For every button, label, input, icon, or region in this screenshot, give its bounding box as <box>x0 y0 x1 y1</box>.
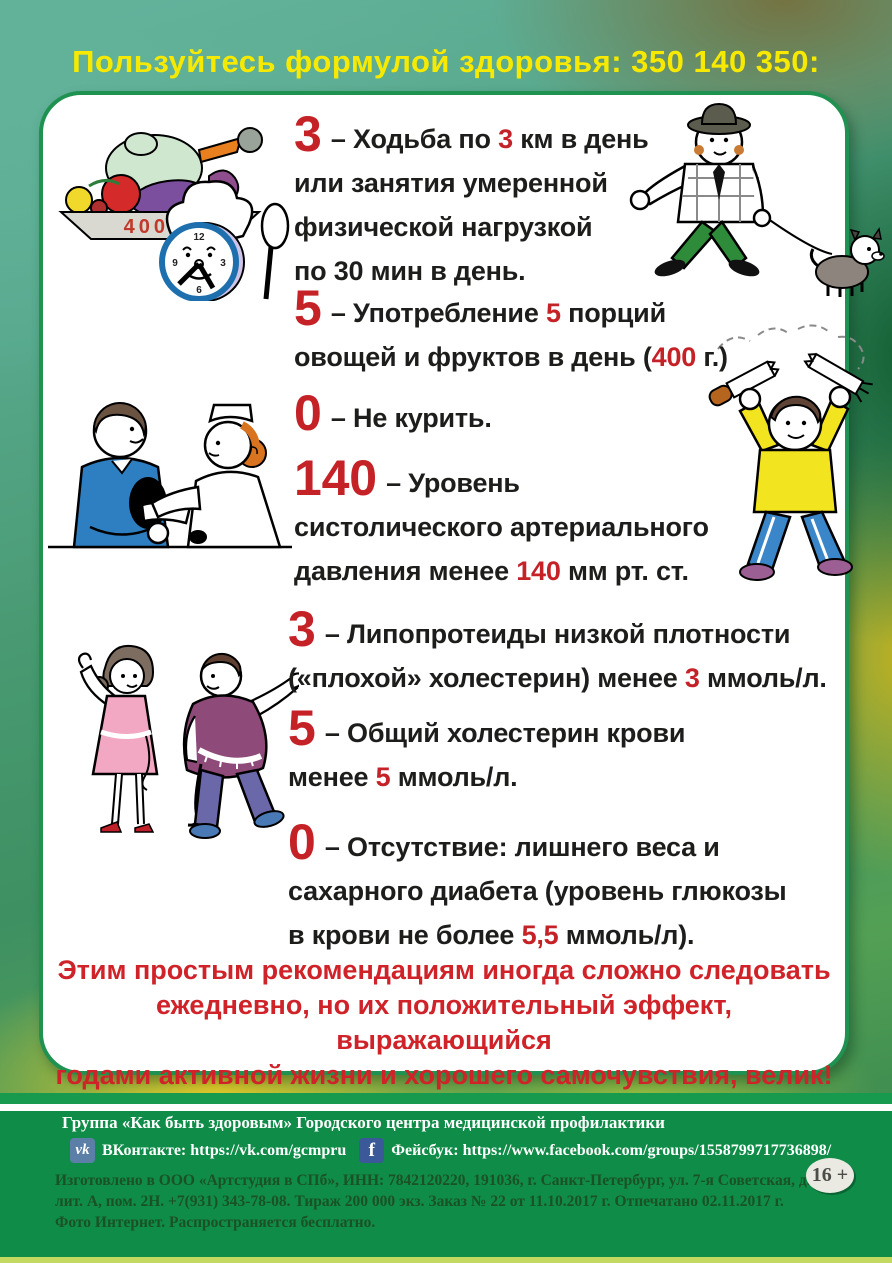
broken-cigarette-icon <box>708 352 873 407</box>
conclusion-line: годами активной жизни и хорошего самочув… <box>55 1060 833 1090</box>
footer-social-row: vk ВКонтакте: https://vk.com/gcmpru f Фе… <box>70 1138 831 1163</box>
footer-bottom-strip <box>0 1257 892 1263</box>
imprint-line: Фото Интернет. Распространяется бесплатн… <box>55 1214 376 1231</box>
boy-icon <box>738 385 853 581</box>
footer-top-stripe <box>0 1093 892 1104</box>
imprint-line: лит. А, пом. 2Н. +7(931) 343-78-08. Тира… <box>55 1193 784 1210</box>
blood-pressure-check-illustration <box>46 387 294 572</box>
walking-man-icon <box>629 102 772 277</box>
smoke-icon <box>717 324 865 370</box>
waist-measurement-illustration <box>49 632 299 842</box>
formula-item-fruits-vegetables: 5 – Употребление 5 порций овощей и фрукто… <box>294 280 728 372</box>
footer-group-name: Группа «Как быть здоровым» Городского це… <box>62 1113 665 1132</box>
formula-item-total-cholesterol: 5 – Общий холестерин крови менее 5 ммоль/… <box>288 700 686 792</box>
facebook-link-text: Фейсбук: https://www.facebook.com/groups… <box>391 1141 832 1159</box>
svg-text:3: 3 <box>220 258 226 269</box>
formula-number: 0 <box>294 385 322 441</box>
formula-number: 3 <box>288 601 316 657</box>
imprint-line: Изготовлено в ООО «Артстудия в СПб», ИНН… <box>55 1172 834 1189</box>
overweight-man-icon <box>182 652 299 839</box>
formula-number: 5 <box>288 700 316 756</box>
vk-icon: vk <box>70 1138 95 1163</box>
woman-icon <box>77 644 159 833</box>
facebook-icon: f <box>359 1138 385 1163</box>
formula-number: 3 <box>294 106 322 162</box>
page-title: Пользуйтесь формулой здоровья: 350 140 3… <box>72 44 820 79</box>
formula-number: 5 <box>294 280 322 336</box>
conclusion-line: Этим простым рекомендациям иногда сложно… <box>57 955 831 985</box>
man-walking-dog-illustration <box>622 100 887 310</box>
nurse-icon <box>140 403 282 549</box>
conclusion-line: ежедневно, но их положительный эффект, в… <box>155 990 733 1055</box>
formula-number: 0 <box>288 814 316 870</box>
age-rating-badge: 16 + <box>806 1158 854 1193</box>
health-formula-card: 400 г. 12 3 6 9 <box>39 91 885 1090</box>
formula-item-walking: 3 – Ходьба по 3 км в день или занятия уме… <box>294 106 649 286</box>
vk-link-text: ВКонтакте: https://vk.com/gcmpru <box>102 1141 347 1159</box>
svg-text:12: 12 <box>193 232 205 243</box>
leash-icon <box>763 215 833 255</box>
formula-item-no-smoking: 0 – Не курить. <box>294 385 492 441</box>
svg-text:6: 6 <box>196 285 202 296</box>
conclusion-text: Этим простым рекомендациям иногда сложно… <box>53 953 835 1093</box>
dog-icon <box>809 227 885 297</box>
footer-white-divider <box>0 1104 892 1111</box>
alarm-clock-icon: 12 3 6 9 <box>159 222 245 301</box>
boy-breaking-cigarette-illustration <box>700 319 890 584</box>
imprint-text: Изготовлено в ООО «Артстудия в СПб», ИНН… <box>55 1170 834 1233</box>
spoon-icon <box>260 202 290 300</box>
formula-item-ldl-cholesterol: 3 – Липопротеиды низкой плотности («плохо… <box>288 601 827 693</box>
food-and-clock-illustration: 400 г. 12 3 6 9 <box>49 116 294 301</box>
formula-item-blood-pressure: 140 – Уровень систолического артериальног… <box>294 450 709 586</box>
svg-text:9: 9 <box>172 258 178 269</box>
footer-band <box>0 1111 892 1257</box>
formula-item-weight-diabetes: 0 – Отсутствие: лишнего веса и сахарного … <box>288 814 787 950</box>
formula-number: 140 <box>294 450 377 506</box>
